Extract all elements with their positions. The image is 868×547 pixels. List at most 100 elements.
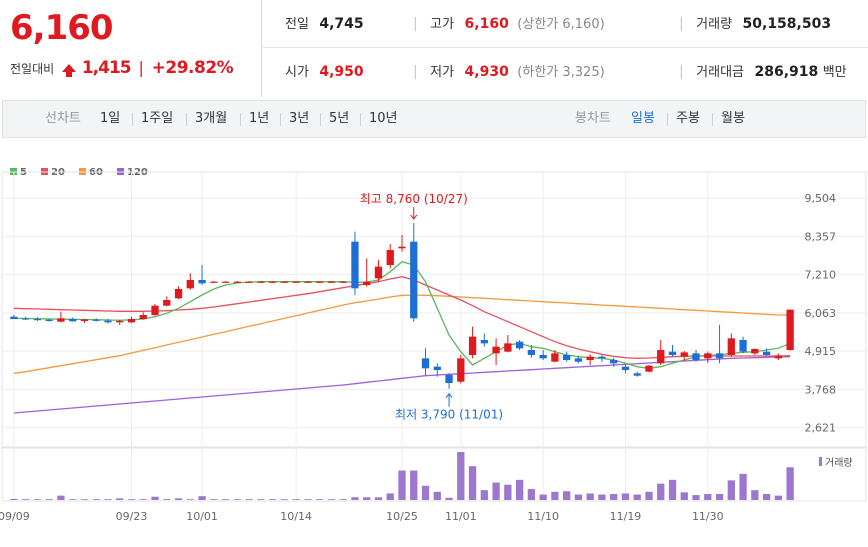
candle-body	[621, 366, 630, 370]
volume-bar	[527, 489, 536, 500]
candle-body	[551, 353, 559, 362]
candle	[410, 223, 418, 322]
candle-body	[410, 241, 418, 319]
candle	[386, 244, 394, 269]
candle-weekly-button[interactable]: 주봉	[676, 111, 700, 126]
stat-volume: | 거래량 50,158,503	[679, 0, 831, 48]
stat-value: 286,918	[754, 64, 819, 80]
divider	[712, 113, 713, 126]
volume-bar	[551, 491, 559, 500]
period-3m-button[interactable]: 3개월	[195, 111, 228, 126]
candle	[774, 353, 783, 360]
candle-body	[657, 350, 665, 364]
candle-body	[386, 250, 394, 265]
volume-bar	[292, 499, 300, 500]
candle-body	[457, 358, 465, 382]
candle-body	[715, 353, 724, 359]
candle-monthly-button[interactable]: 월봉	[721, 111, 745, 126]
candle-body	[633, 373, 641, 376]
candle-body	[327, 281, 336, 283]
candle-body	[762, 351, 771, 355]
candle-body	[257, 281, 265, 283]
candle	[727, 333, 735, 357]
divider	[667, 113, 668, 126]
candle-chart-label: 봉차트	[575, 111, 611, 126]
candle	[739, 336, 747, 354]
volume-bar	[574, 494, 583, 500]
candle-body	[80, 319, 89, 321]
volume-bar	[610, 494, 618, 500]
candle-body	[45, 319, 53, 321]
period-5y-button[interactable]: 5년	[329, 111, 350, 126]
volume-bar	[727, 480, 735, 500]
candles	[10, 223, 794, 389]
volume-bar	[762, 494, 771, 500]
divider: |	[679, 64, 684, 80]
volume-bar	[398, 470, 406, 500]
volume-bar	[233, 499, 241, 500]
period-1w-button[interactable]: 1주일	[141, 111, 174, 126]
candle	[527, 345, 536, 358]
volume-bar	[704, 494, 712, 500]
candle-body	[739, 340, 747, 352]
candle-body	[563, 355, 571, 360]
volume-bar	[174, 498, 183, 500]
period-1d-button[interactable]: 1일	[100, 111, 121, 126]
candle	[198, 265, 206, 285]
x-axis-ticks: 09/09 09/23 10/01 10/14 10/25 11/01 11/10 11/19…	[0, 510, 724, 523]
candle-body	[645, 365, 653, 372]
candle-body	[574, 358, 583, 362]
candle-body	[351, 241, 359, 289]
candle-body	[598, 356, 606, 359]
volume-bar	[45, 499, 53, 500]
stat-extra: (상한가 6,160)	[517, 17, 605, 32]
period-10y-button[interactable]: 10년	[369, 111, 398, 126]
candle	[233, 281, 241, 283]
period-1y-button[interactable]: 1년	[249, 111, 270, 126]
candle	[645, 365, 653, 373]
candle-body	[116, 321, 124, 323]
candle-body	[751, 349, 759, 354]
candle-body	[727, 338, 735, 355]
y-tick-label: 3,768	[805, 383, 837, 396]
volume-bar	[586, 493, 594, 500]
candle-body	[57, 318, 65, 322]
stat-label: 시가	[285, 65, 309, 80]
candle	[633, 371, 641, 377]
candle-body	[374, 266, 383, 279]
candle	[515, 340, 524, 350]
annotation-arrowhead	[445, 392, 453, 398]
candle-body	[680, 352, 688, 357]
chart-annotations: 최고 8,760 (10/27) 최저 3,790 (11/01)	[360, 192, 503, 422]
stat-label: 전일	[285, 17, 309, 32]
candle	[327, 281, 336, 283]
candle	[69, 317, 77, 322]
candle-daily-button[interactable]: 일봉	[631, 111, 655, 126]
candle-body	[786, 309, 794, 350]
candle	[468, 326, 477, 359]
candle	[92, 318, 100, 322]
stat-value: 6,160	[464, 16, 509, 32]
volume-bar	[457, 452, 465, 500]
stat-high: | 고가 6,160 (상한가 6,160)	[413, 0, 605, 48]
quote-panel: 6,160 전일대비 1,415 | +29.82% 전일 4,745 | 고가…	[0, 0, 868, 97]
candle-body	[527, 350, 536, 355]
candle	[139, 312, 147, 320]
candle	[257, 281, 265, 283]
price-panel-frame	[1, 171, 867, 448]
volume-bar	[668, 479, 677, 500]
change-row: 전일대비 1,415 | +29.82%	[10, 58, 234, 78]
x-tick-label: 11/19	[610, 510, 642, 523]
candle	[374, 260, 383, 282]
candle-body	[398, 246, 406, 249]
up-arrow-icon	[62, 64, 76, 77]
divider: |	[679, 16, 684, 32]
stat-value: 4,745	[319, 16, 364, 32]
change-separator: |	[138, 58, 144, 77]
stat-label: 저가	[430, 65, 455, 80]
period-3y-button[interactable]: 3년	[289, 111, 310, 126]
candle	[539, 350, 547, 360]
divider: |	[413, 64, 418, 80]
stat-label: 거래대금	[696, 65, 745, 80]
